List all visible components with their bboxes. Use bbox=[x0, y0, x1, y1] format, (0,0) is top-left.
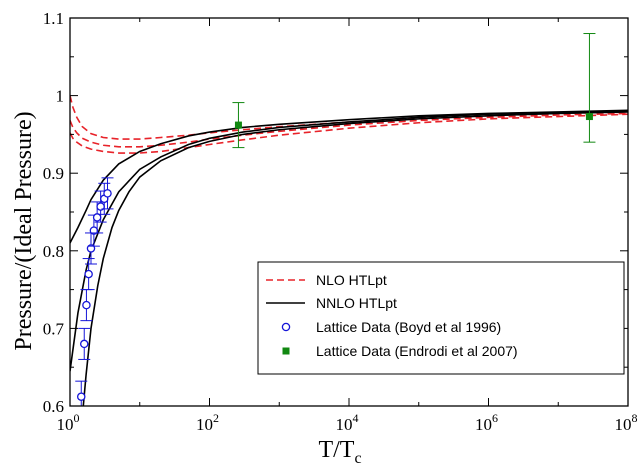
data-point-10 bbox=[103, 189, 112, 198]
legend-swatch bbox=[282, 347, 290, 355]
y-tick-label-2: 0.8 bbox=[43, 242, 64, 261]
nnlo-curve-3 bbox=[82, 111, 628, 406]
nlo-curve-3 bbox=[70, 113, 628, 154]
x-tick-label-exp: 6 bbox=[492, 411, 498, 425]
x-axis-title-base: T/T bbox=[318, 437, 354, 463]
x-tick-label-exp: 0 bbox=[74, 411, 80, 425]
legend-item-2: NNLO HTLpt bbox=[266, 295, 397, 311]
x-axis-title: T/Tc bbox=[318, 437, 361, 467]
data-point-2 bbox=[79, 339, 89, 349]
y-tick-label-1: 0.7 bbox=[43, 319, 65, 338]
x-tick-label-4: 108 bbox=[615, 411, 638, 434]
x-tick-label-base: 10 bbox=[336, 415, 353, 434]
data-point-2 bbox=[585, 113, 593, 121]
x-tick-label-base: 10 bbox=[475, 415, 492, 434]
data-point-1 bbox=[234, 121, 242, 129]
x-tick-label-exp: 2 bbox=[213, 411, 219, 425]
y-tick-label-4: 1 bbox=[56, 87, 65, 106]
legend-swatch bbox=[281, 322, 291, 332]
legend-item-4: Lattice Data (Endrodi et al 2007) bbox=[282, 343, 518, 359]
nnlo-curve-2 bbox=[70, 110, 628, 372]
data-point-5 bbox=[86, 244, 96, 253]
x-tick-label-2: 104 bbox=[336, 411, 359, 434]
x-tick-label-base: 10 bbox=[57, 415, 74, 434]
boyd-points bbox=[75, 177, 114, 406]
data-point-4 bbox=[84, 269, 93, 279]
legend: NLO HTLpt NNLO HTLpt Lattice Data (Boyd et… bbox=[257, 261, 625, 375]
legend-item-1: NLO HTLpt bbox=[266, 272, 387, 288]
nlo-curve-2 bbox=[70, 112, 628, 148]
nlo-curve-1 bbox=[70, 95, 628, 140]
series-layer bbox=[70, 33, 628, 406]
endrodi-points bbox=[232, 33, 596, 149]
data-point-1 bbox=[77, 392, 86, 401]
legend-item-3: Lattice Data (Boyd et al 1996) bbox=[281, 319, 501, 335]
x-axis-title-sub: c bbox=[354, 450, 361, 467]
legend-label: Lattice Data (Boyd et al 1996) bbox=[316, 319, 501, 335]
legend-label: NNLO HTLpt bbox=[316, 295, 397, 311]
x-tick-label-exp: 4 bbox=[353, 411, 359, 425]
data-point-3 bbox=[82, 300, 91, 310]
legend-label: NLO HTLpt bbox=[316, 272, 387, 288]
x-tick-label-0: 100 bbox=[57, 411, 80, 434]
y-tick-label-0: 0.6 bbox=[43, 397, 64, 416]
x-tick-label-base: 10 bbox=[615, 415, 632, 434]
y-axis-title: Pressure/(Ideal Pressure) bbox=[11, 111, 37, 350]
legend-label: Lattice Data (Endrodi et al 2007) bbox=[316, 343, 518, 359]
x-tick-label-1: 102 bbox=[196, 411, 219, 434]
x-tick-label-exp: 8 bbox=[632, 411, 638, 425]
x-tick-label-3: 106 bbox=[475, 411, 498, 434]
x-tick-label-base: 10 bbox=[196, 415, 213, 434]
y-tick-label-5: 1.1 bbox=[43, 9, 64, 28]
data-point-7 bbox=[92, 213, 102, 222]
y-tick-label-3: 0.9 bbox=[43, 164, 64, 183]
legend-box bbox=[257, 261, 625, 375]
nnlo-curve-1 bbox=[70, 109, 628, 244]
